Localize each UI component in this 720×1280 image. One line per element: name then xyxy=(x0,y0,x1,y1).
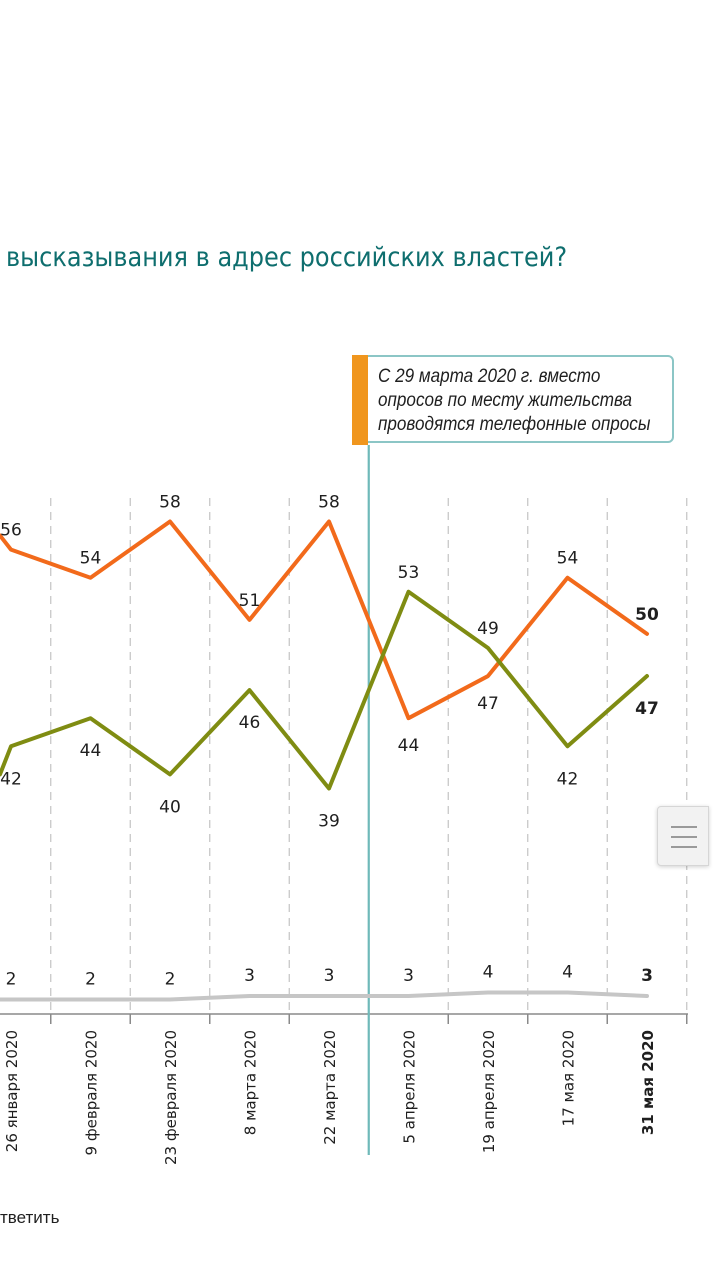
gray-data-label: 3 xyxy=(324,966,335,986)
annotation-line: С 29 марта 2020 г. вместо xyxy=(378,366,601,387)
olive-data-label: 49 xyxy=(477,619,499,639)
orange-data-label: 56 xyxy=(0,521,22,541)
olive-data-label: 47 xyxy=(635,699,659,719)
data-labels: 56 42 2 54 44 2 58 40 2 51 46 3 58 39 3 44 53 3 47 49 4 54 42 4… xyxy=(0,493,659,990)
x-tick-label: 17 мая 2020 xyxy=(560,1030,578,1126)
olive-data-label: 46 xyxy=(239,713,261,733)
gray-data-label: 3 xyxy=(641,966,653,986)
series-line xyxy=(0,519,649,721)
annotation-accent-bar xyxy=(352,355,368,445)
annotation-line: опросов по месту жительства xyxy=(378,390,633,411)
gray-data-label: 2 xyxy=(85,970,96,990)
x-tick-label: 31 мая 2020 xyxy=(639,1030,657,1135)
x-tick-label: 22 марта 2020 xyxy=(321,1030,339,1145)
olive-data-label: 44 xyxy=(80,741,102,761)
orange-data-label: 50 xyxy=(635,605,659,625)
series-line xyxy=(0,990,649,1002)
olive-data-label: 42 xyxy=(0,769,22,789)
orange-data-label: 58 xyxy=(318,493,340,513)
x-axis xyxy=(0,1013,688,1024)
x-tick-label: 9 февраля 2020 xyxy=(83,1030,101,1155)
gray-data-label: 4 xyxy=(483,963,494,983)
olive-data-label: 53 xyxy=(398,563,420,583)
x-tick-label: 26 января 2020 xyxy=(3,1030,21,1152)
footnote-text: тветить xyxy=(0,1208,60,1227)
orange-data-label: 44 xyxy=(398,736,420,756)
orange-data-label: 54 xyxy=(557,549,579,569)
x-tick-label: 8 марта 2020 xyxy=(242,1030,260,1135)
x-tick-label: 19 апреля 2020 xyxy=(480,1030,498,1153)
annotation-text: С 29 марта 2020 г. вместо опросов по мес… xyxy=(378,365,651,437)
series-line xyxy=(0,589,649,791)
x-tick-label: 5 апреля 2020 xyxy=(401,1030,419,1144)
annotation-line: проводятся телефонные опросы xyxy=(378,414,651,435)
annotation-box xyxy=(352,355,674,443)
gray-data-label: 2 xyxy=(6,970,17,990)
olive-data-label: 40 xyxy=(159,797,181,817)
series-lines xyxy=(0,519,649,1002)
page-title: высказывания в адрес российских властей? xyxy=(6,242,568,273)
orange-data-label: 54 xyxy=(80,549,102,569)
gray-data-label: 3 xyxy=(403,966,414,986)
orange-data-label: 58 xyxy=(159,493,181,513)
gray-data-label: 2 xyxy=(165,970,176,990)
chart-menu-button[interactable] xyxy=(657,806,709,866)
orange-data-label: 51 xyxy=(239,591,261,611)
olive-data-label: 42 xyxy=(557,769,579,789)
x-tick-labels: 26 января 2020 9 февраля 2020 23 февраля 2… xyxy=(3,1030,657,1165)
orange-data-label: 47 xyxy=(477,694,499,714)
gray-data-label: 4 xyxy=(562,963,573,983)
olive-data-label: 39 xyxy=(318,811,340,831)
gray-data-label: 3 xyxy=(244,966,255,986)
x-tick-label: 23 февраля 2020 xyxy=(162,1030,180,1165)
